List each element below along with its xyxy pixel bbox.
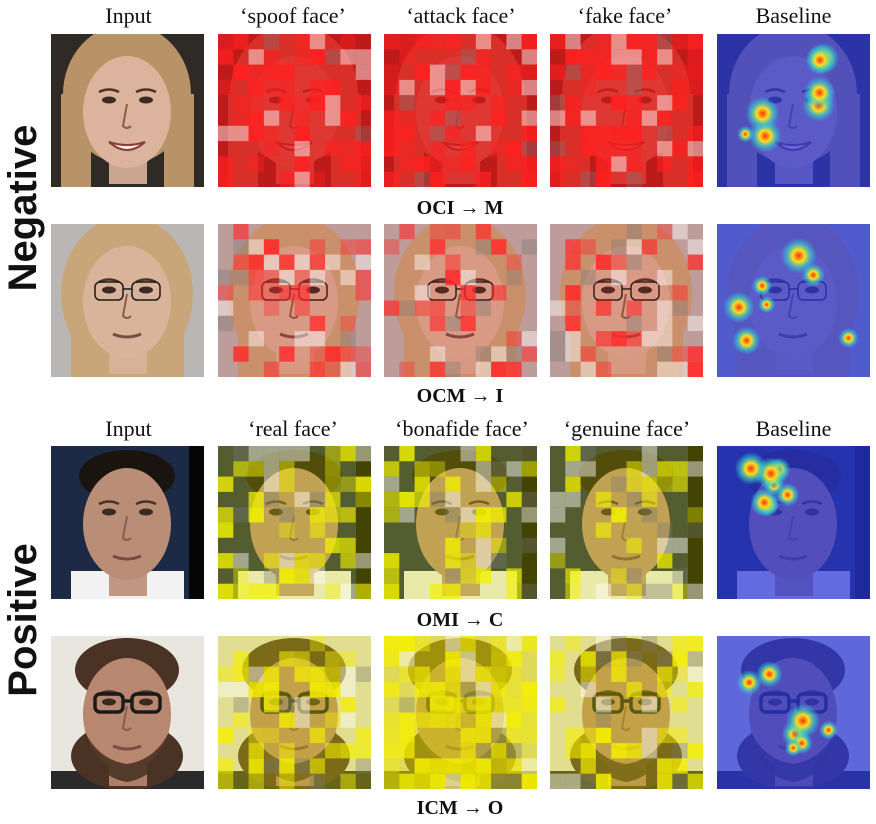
column-header-input-positive: Input xyxy=(105,416,152,441)
caption-omi-c: OMI → C xyxy=(416,609,504,631)
column-header-fake-face: ‘fake face’ xyxy=(577,3,673,28)
column-header-baseline: Baseline xyxy=(755,3,832,28)
image-woman-blonde-baseline xyxy=(717,34,870,187)
column-header-genuine-face: ‘genuine face’ xyxy=(563,416,691,441)
caption-ocm-i: OCM → I xyxy=(416,385,504,407)
image-woman-headscarf-input xyxy=(51,224,204,377)
column-header-attack-face: ‘attack face’ xyxy=(406,3,516,28)
image-woman-headscarf-baseline xyxy=(717,224,870,377)
image-man-beard-glasses-map-3 xyxy=(550,636,703,789)
side-label-negative: Negative xyxy=(1,124,45,292)
image-man-beard-glasses-map-2 xyxy=(384,636,537,789)
image-woman-blonde-input xyxy=(51,34,204,187)
image-man-beard-glasses-map-1 xyxy=(218,636,371,789)
caption-oci-m: OCI → M xyxy=(416,197,504,219)
side-label-positive: Positive xyxy=(1,543,45,697)
column-header-real-face: ‘real face’ xyxy=(248,416,338,441)
column-header-input: Input xyxy=(105,3,152,28)
image-woman-blonde-map-2 xyxy=(384,34,537,187)
image-man-beard-glasses-input xyxy=(51,636,204,789)
image-man-beard-glasses-baseline xyxy=(717,636,870,789)
image-woman-headscarf-map-3 xyxy=(550,224,703,377)
column-header-bonafide-face: ‘bonafide face’ xyxy=(395,416,529,441)
image-man-short-hair-baseline xyxy=(717,446,870,599)
image-woman-headscarf-map-1 xyxy=(218,224,371,377)
image-man-short-hair-map-3 xyxy=(550,446,703,599)
column-header-baseline-positive: Baseline xyxy=(755,416,832,441)
caption-icm-o: ICM → O xyxy=(416,797,504,819)
image-woman-headscarf-map-2 xyxy=(384,224,537,377)
column-header-spoof-face: ‘spoof face’ xyxy=(240,3,346,28)
image-man-short-hair-map-2 xyxy=(384,446,537,599)
image-man-short-hair-map-1 xyxy=(218,446,371,599)
image-man-short-hair-input xyxy=(51,446,204,599)
image-woman-blonde-map-1 xyxy=(218,34,371,187)
image-woman-blonde-map-3 xyxy=(550,34,703,187)
